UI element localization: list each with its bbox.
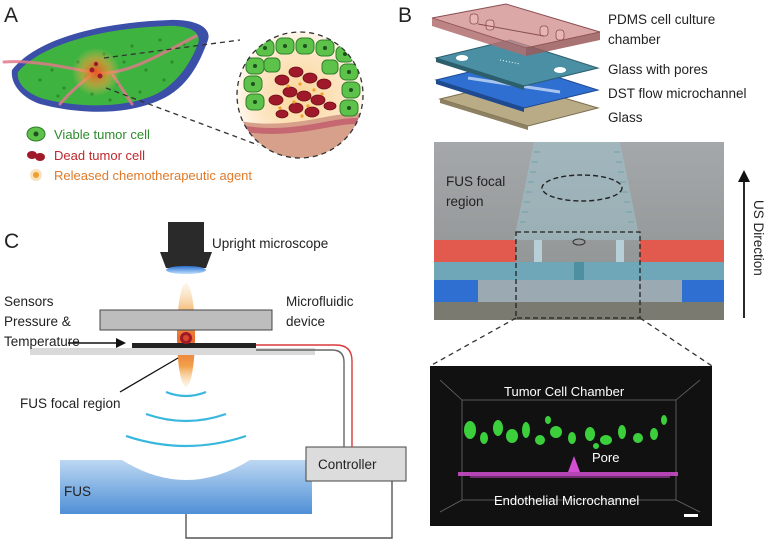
label-pdms-line1: PDMS cell culture	[608, 12, 715, 27]
micrograph-pore-label: Pore	[592, 450, 619, 465]
label-device-line2: device	[286, 314, 325, 329]
cables	[185, 344, 393, 539]
legend-viable-label: Viable tumor cell	[54, 127, 150, 142]
confocal-micrograph	[430, 366, 712, 526]
legend-agent-label: Released chemotherapeutic agent	[54, 168, 252, 183]
exploded-chip-layers	[431, 3, 601, 130]
legend-viable-icon	[26, 126, 46, 142]
microscope-icon	[160, 222, 212, 274]
label-upright-microscope: Upright microscope	[212, 236, 328, 251]
label-fus: FUS	[64, 484, 91, 499]
panel-a-legend: Viable tumor cell Dead tumor cell Releas…	[26, 126, 252, 183]
micrograph-top-label: Tumor Cell Chamber	[504, 384, 625, 399]
label-glass-pores: Glass with pores	[608, 62, 708, 77]
tumor-tissue-illustration	[2, 19, 209, 112]
label-us-direction: US Direction	[751, 200, 766, 276]
label-dst-channel: DST flow microchannel	[608, 86, 747, 101]
focal-pointer-line	[119, 357, 179, 393]
legend-agent-icon	[30, 169, 42, 181]
panel-c-letter: C	[4, 230, 19, 253]
legend-dead-label: Dead tumor cell	[54, 148, 145, 163]
label-sensors-line1: Sensors	[4, 294, 54, 309]
microfluidic-device	[30, 309, 315, 355]
panel-b-letter: B	[398, 4, 412, 27]
label-device-line1: Microfluidic	[286, 294, 354, 309]
sensor-arrow	[68, 338, 126, 348]
label-sensors-line3: Temperature	[4, 334, 80, 349]
micrograph-zoom-lines	[429, 317, 713, 367]
legend-dead-icon	[27, 151, 45, 161]
label-pdms-line2: chamber	[608, 32, 661, 47]
label-glass: Glass	[608, 110, 643, 125]
label-fus-focal-c: FUS focal region	[20, 396, 121, 411]
fus-transducer	[60, 460, 312, 514]
label-sensors-line2: Pressure &	[4, 314, 71, 329]
zoom-inset-cells	[236, 31, 364, 159]
us-direction-arrow	[738, 170, 750, 318]
label-controller: Controller	[318, 457, 377, 472]
micrograph-bottom-label: Endothelial Microchannel	[494, 493, 639, 508]
label-fus-focal-b-line1: FUS focal	[446, 174, 505, 189]
panel-a-letter: A	[4, 4, 18, 27]
ultrasound-waves	[125, 390, 247, 448]
controller-box	[305, 446, 407, 482]
chip-cross-section-render	[434, 142, 724, 320]
label-fus-focal-b-line2: region	[446, 194, 484, 209]
zoom-connector-lines	[103, 39, 259, 146]
